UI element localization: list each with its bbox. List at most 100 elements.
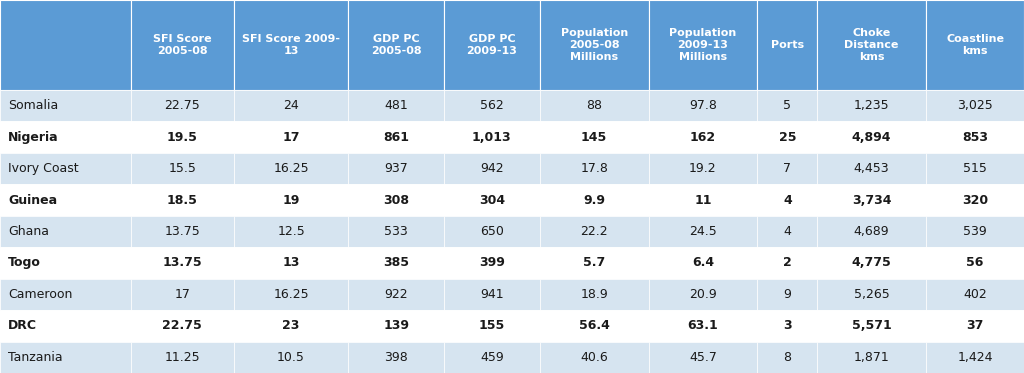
- Text: 1,424: 1,424: [957, 351, 993, 364]
- Text: 16.25: 16.25: [273, 162, 309, 175]
- Text: 15.5: 15.5: [168, 162, 197, 175]
- Bar: [348, 310, 444, 342]
- Bar: [758, 0, 817, 90]
- Text: Cameroon: Cameroon: [8, 288, 73, 301]
- Text: 88: 88: [586, 99, 602, 112]
- Bar: [817, 184, 926, 216]
- Bar: [233, 216, 348, 247]
- Bar: [648, 247, 758, 279]
- Text: 5: 5: [783, 99, 792, 112]
- Bar: [648, 310, 758, 342]
- Bar: [444, 279, 540, 310]
- Text: GDP PC
2009-13: GDP PC 2009-13: [466, 34, 517, 56]
- Bar: [444, 0, 540, 90]
- Bar: [758, 90, 817, 122]
- Bar: [444, 342, 540, 373]
- Text: 45.7: 45.7: [689, 351, 717, 364]
- Bar: [131, 122, 233, 153]
- Bar: [131, 216, 233, 247]
- Text: 17: 17: [174, 288, 190, 301]
- Text: 5,265: 5,265: [854, 288, 890, 301]
- Bar: [648, 153, 758, 184]
- Bar: [758, 342, 817, 373]
- Bar: [233, 279, 348, 310]
- Bar: [131, 184, 233, 216]
- Text: 19: 19: [283, 194, 300, 207]
- Bar: [131, 310, 233, 342]
- Bar: [648, 279, 758, 310]
- Text: 481: 481: [384, 99, 408, 112]
- Text: 4,775: 4,775: [852, 257, 892, 269]
- Bar: [540, 279, 648, 310]
- Text: 13.75: 13.75: [163, 257, 202, 269]
- Bar: [926, 122, 1024, 153]
- Bar: [131, 279, 233, 310]
- Text: 398: 398: [384, 351, 408, 364]
- Text: 4: 4: [783, 194, 792, 207]
- Bar: [926, 184, 1024, 216]
- Bar: [0, 342, 131, 373]
- Text: 56.4: 56.4: [579, 319, 609, 332]
- Text: 63.1: 63.1: [687, 319, 719, 332]
- Text: 19.2: 19.2: [689, 162, 717, 175]
- Bar: [0, 279, 131, 310]
- Bar: [233, 184, 348, 216]
- Text: 145: 145: [581, 131, 607, 144]
- Text: 16.25: 16.25: [273, 288, 309, 301]
- Bar: [233, 247, 348, 279]
- Bar: [817, 0, 926, 90]
- Bar: [0, 153, 131, 184]
- Text: 17: 17: [283, 131, 300, 144]
- Text: Population
2009-13
Millions: Population 2009-13 Millions: [670, 28, 736, 62]
- Bar: [0, 122, 131, 153]
- Bar: [817, 310, 926, 342]
- Text: 308: 308: [383, 194, 410, 207]
- Text: DRC: DRC: [8, 319, 37, 332]
- Bar: [758, 184, 817, 216]
- Text: 1,013: 1,013: [472, 131, 512, 144]
- Bar: [817, 247, 926, 279]
- Bar: [444, 216, 540, 247]
- Text: 459: 459: [480, 351, 504, 364]
- Text: 22.75: 22.75: [165, 99, 200, 112]
- Bar: [540, 247, 648, 279]
- Text: 304: 304: [479, 194, 505, 207]
- Text: 17.8: 17.8: [581, 162, 608, 175]
- Bar: [926, 279, 1024, 310]
- Text: Ghana: Ghana: [8, 225, 49, 238]
- Text: 402: 402: [964, 288, 987, 301]
- Text: 3,025: 3,025: [957, 99, 993, 112]
- Text: 23: 23: [283, 319, 300, 332]
- Bar: [817, 342, 926, 373]
- Bar: [817, 122, 926, 153]
- Bar: [648, 216, 758, 247]
- Text: Somalia: Somalia: [8, 99, 58, 112]
- Text: 37: 37: [967, 319, 984, 332]
- Bar: [817, 216, 926, 247]
- Bar: [131, 342, 233, 373]
- Bar: [926, 0, 1024, 90]
- Text: Ports: Ports: [771, 40, 804, 50]
- Bar: [444, 153, 540, 184]
- Bar: [131, 90, 233, 122]
- Bar: [233, 310, 348, 342]
- Text: 13: 13: [283, 257, 300, 269]
- Bar: [0, 247, 131, 279]
- Bar: [648, 184, 758, 216]
- Text: 533: 533: [384, 225, 408, 238]
- Bar: [348, 0, 444, 90]
- Text: 320: 320: [962, 194, 988, 207]
- Bar: [648, 90, 758, 122]
- Text: 18.9: 18.9: [581, 288, 608, 301]
- Text: 155: 155: [479, 319, 505, 332]
- Bar: [540, 216, 648, 247]
- Text: 3,734: 3,734: [852, 194, 892, 207]
- Text: 4: 4: [783, 225, 792, 238]
- Bar: [0, 0, 131, 90]
- Text: 9: 9: [783, 288, 792, 301]
- Text: Choke
Distance
kms: Choke Distance kms: [845, 28, 899, 62]
- Bar: [233, 122, 348, 153]
- Text: 853: 853: [962, 131, 988, 144]
- Bar: [758, 216, 817, 247]
- Text: 399: 399: [479, 257, 505, 269]
